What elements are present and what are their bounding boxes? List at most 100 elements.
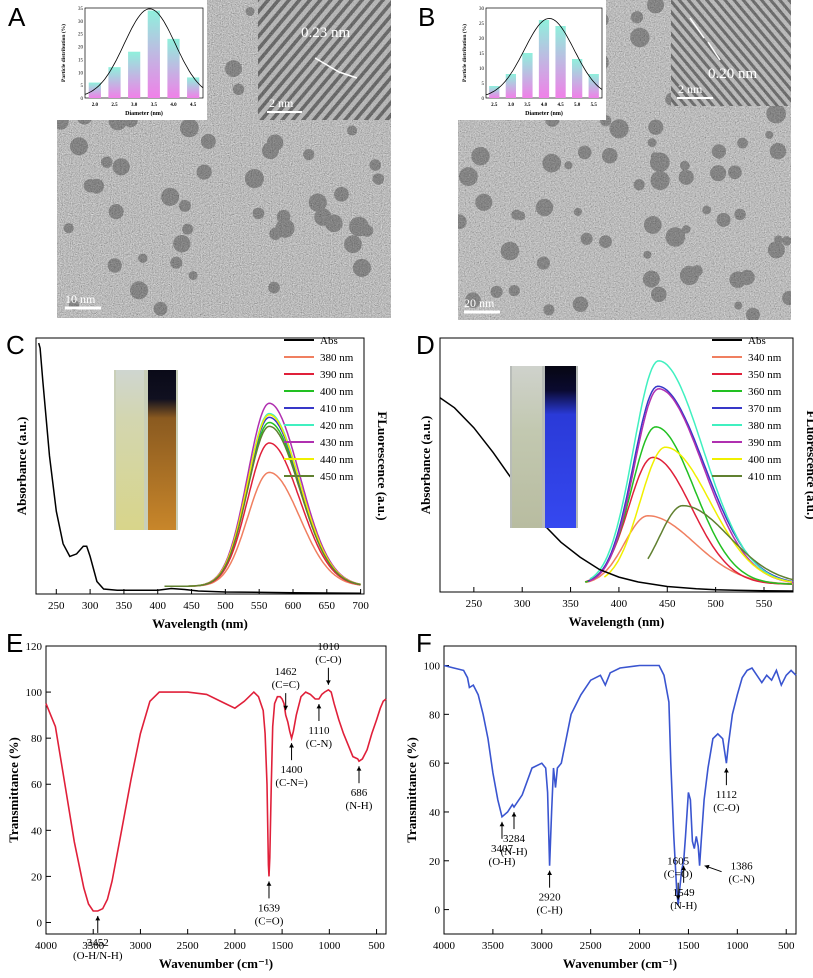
x-tick-label: 3000 xyxy=(129,940,152,952)
hist-b-tick-label: 5.0 xyxy=(574,103,581,108)
legend-label: 440 nm xyxy=(320,454,354,466)
particle xyxy=(564,161,573,170)
particle xyxy=(542,153,562,173)
x-tick-label: 2000 xyxy=(224,940,247,952)
particle xyxy=(252,207,265,220)
x-tick-label: 450 xyxy=(183,600,200,612)
annotation-assignment: (O-H) xyxy=(489,856,516,868)
particle xyxy=(535,198,554,217)
legend-label: 370 nm xyxy=(748,403,782,415)
panel-label-e: E xyxy=(6,628,24,658)
particle xyxy=(458,167,478,187)
particle xyxy=(630,11,644,24)
particle xyxy=(108,203,124,220)
x-tick-label: 500 xyxy=(707,598,724,610)
particle xyxy=(232,83,245,96)
particle xyxy=(630,27,650,48)
annotation-assignment: (C=O) xyxy=(664,869,693,881)
histogram-b-svg: 2.5 3.0 3.5 4.0 4.5 5.0 5.5 0 5 10 15 20 25 30 Diamete… xyxy=(461,7,603,117)
particle xyxy=(347,125,358,136)
hist-b-ytick: 15 xyxy=(479,52,485,57)
annotation-arrowhead xyxy=(95,915,101,921)
x-tick-label: 2000 xyxy=(629,940,652,952)
hist-b-fit-line xyxy=(485,18,603,96)
particle xyxy=(711,144,727,159)
vial-photo-d xyxy=(510,366,578,528)
annotation-wavenumber: 1400 xyxy=(281,764,304,776)
legend-label: 430 nm xyxy=(320,437,354,449)
ftir-spectrum-line xyxy=(443,664,797,905)
particle xyxy=(245,7,255,16)
particle xyxy=(536,256,550,270)
annotation-arrowhead xyxy=(356,766,362,771)
hist-a-tick-label: 3.5 xyxy=(151,103,158,108)
particle xyxy=(681,225,691,234)
annotation-assignment: (C=C) xyxy=(272,679,301,691)
particle xyxy=(648,119,664,135)
y-tick-label: 20 xyxy=(429,856,441,868)
particle xyxy=(276,209,291,224)
annotation-wavenumber: 1462 xyxy=(275,666,297,678)
hist-b-ytick: 5 xyxy=(482,82,485,87)
x-tick-label: 3500 xyxy=(482,940,505,952)
particle xyxy=(458,214,467,230)
particle xyxy=(633,179,645,191)
hist-b-bar xyxy=(522,53,533,98)
hist-a-bar xyxy=(108,67,121,98)
legend-label: 410 nm xyxy=(320,403,354,415)
particle xyxy=(508,284,520,297)
particle xyxy=(577,145,592,160)
particle xyxy=(63,223,74,234)
particle xyxy=(665,227,686,247)
particle xyxy=(728,165,742,180)
chart-c: 250 300 350 400 450 500 550 600 650 700 Wavelength… xyxy=(0,330,406,640)
panel-label-c: C xyxy=(6,330,25,360)
histogram-a-svg: 2.0 2.5 3.0 3.5 4.0 4.5 0 5 10 15 20 25 30 35 Diameter… xyxy=(60,7,204,117)
particle xyxy=(573,207,582,216)
x-tick-label: 4000 xyxy=(433,940,456,952)
legend-label: Abs xyxy=(320,335,338,347)
panel-label-f: F xyxy=(416,628,432,658)
x-tick-label: 400 xyxy=(149,600,166,612)
x-tick-label: 600 xyxy=(285,600,302,612)
annotation-arrowhead xyxy=(283,705,289,711)
annotation-arrowhead xyxy=(704,864,710,870)
particle xyxy=(678,169,694,185)
hist-b-ytick: 25 xyxy=(479,22,485,27)
panel-label-a: A xyxy=(8,2,26,32)
ftir-spectrum-line xyxy=(45,688,387,912)
annotation-arrowhead xyxy=(681,865,687,871)
legend-label: 450 nm xyxy=(320,471,354,483)
annotation-arrowhead xyxy=(316,703,322,709)
annotation-arrowhead xyxy=(289,743,294,748)
y-axis-title-right: FLuorescence (a.u.) xyxy=(804,410,813,519)
x-tick-label: 400 xyxy=(611,598,628,610)
hist-a-ytick: 0 xyxy=(81,97,84,102)
particle xyxy=(314,208,332,226)
hist-a-tick-label: 3.0 xyxy=(131,103,138,108)
particle xyxy=(766,103,786,124)
y-axis-title-left: Absorbance (a.u.) xyxy=(418,416,433,515)
annotation-assignment: (C-O) xyxy=(713,802,740,814)
particle xyxy=(83,178,98,193)
hist-b-tick-label: 2.5 xyxy=(491,103,498,108)
particle xyxy=(511,209,522,220)
hist-a-ytick: 35 xyxy=(78,7,84,12)
annotation-wavenumber: 1010 xyxy=(317,641,340,653)
particle xyxy=(543,304,555,316)
particle xyxy=(471,146,490,166)
chart-e: 4000 3500 3000 2500 2000 1500 1000 500 0 20 40 60 80… xyxy=(0,628,406,978)
legend-label: 390 nm xyxy=(320,369,354,381)
x-tick-label: 300 xyxy=(514,598,531,610)
hist-a-ytick: 20 xyxy=(78,46,84,51)
particle xyxy=(650,171,670,191)
annotation-wavenumber: 1386 xyxy=(731,861,754,873)
chart-e-svg: 4000 3500 3000 2500 2000 1500 1000 500 0 20 40 60 80… xyxy=(6,641,387,971)
x-tick-label: 500 xyxy=(217,600,234,612)
particle xyxy=(173,234,191,253)
hist-b-ytick: 30 xyxy=(479,7,485,12)
legend-label: 350 nm xyxy=(748,369,782,381)
particle xyxy=(268,281,280,294)
hist-a-frame xyxy=(84,7,204,99)
particle xyxy=(745,307,760,320)
